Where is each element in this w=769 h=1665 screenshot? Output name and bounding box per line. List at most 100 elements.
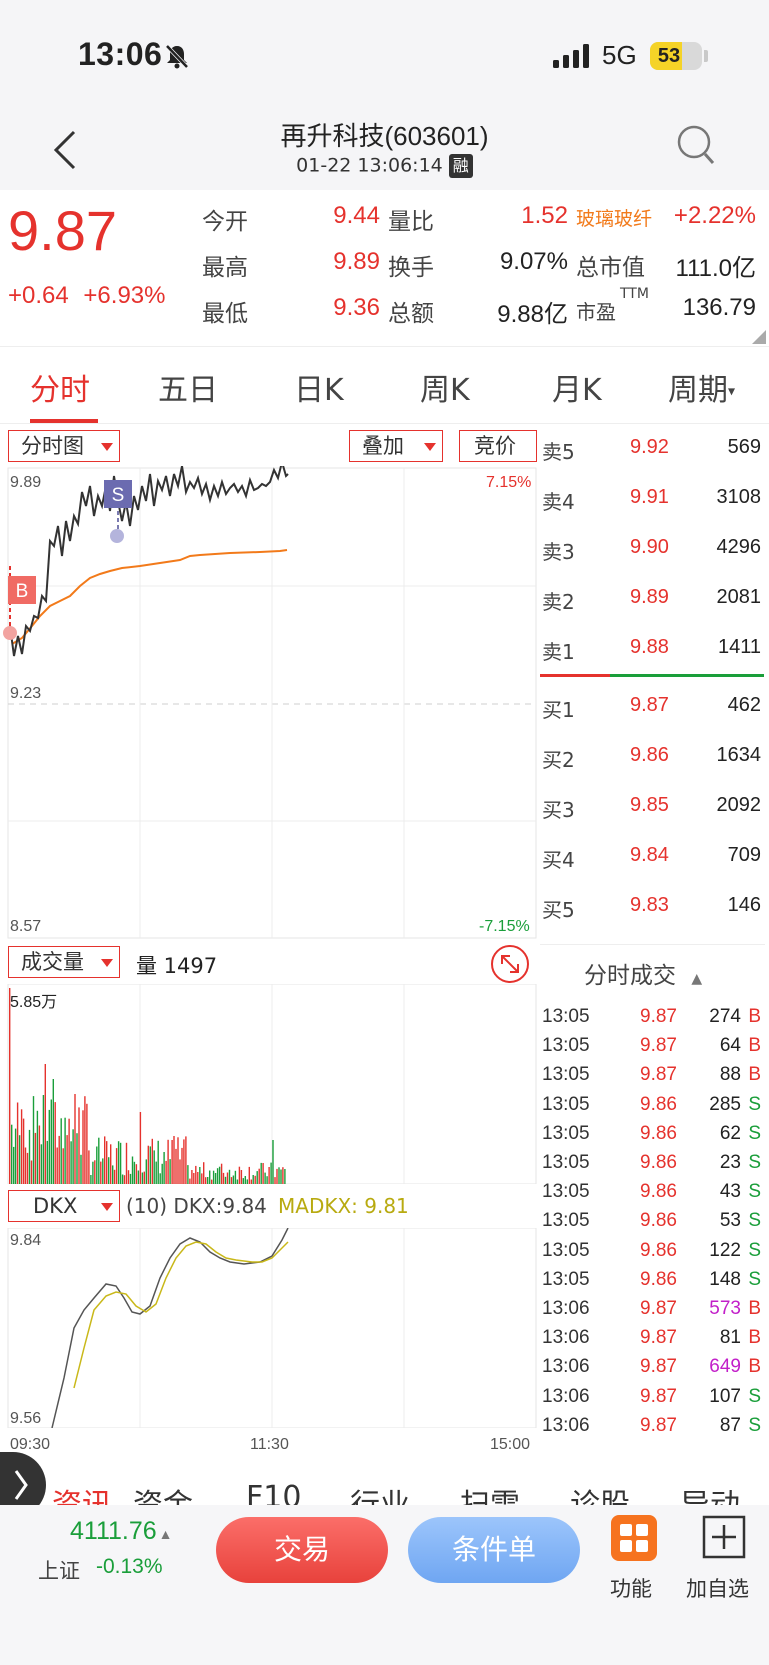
dkx-indicator-select[interactable]: DKX [8, 1190, 120, 1222]
tab-period[interactable]: 周期▾ [668, 365, 735, 409]
trade-time: 13:05 [542, 1064, 590, 1086]
divider [540, 944, 765, 945]
trade-row: 13:05 9.86 148 S [540, 1269, 765, 1295]
last-price: 9.87 [8, 199, 117, 262]
index-change: -0.13% [96, 1555, 163, 1578]
collapse-caret-icon: ▲ [691, 971, 703, 987]
price-high-pct: 7.15% [486, 474, 532, 491]
tab-monthly-k[interactable]: 月K [552, 373, 602, 408]
buy-marker[interactable] [8, 576, 36, 604]
trade-side: B [748, 1327, 761, 1349]
low-label: 最低 [202, 301, 248, 327]
trade-time: 13:06 [542, 1327, 590, 1349]
quote-panel: 9.87 +0.64 +6.93% 今开 9.44 量比 1.52 玻璃玻纤 +… [0, 190, 769, 345]
trade-side: B [748, 1006, 761, 1027]
auction-button[interactable]: 竞价 [459, 430, 537, 462]
chart-mode-select[interactable]: 分时图 [8, 430, 120, 462]
trades-header[interactable]: 分时成交 ▲ [584, 956, 702, 990]
chart-mode-label: 分时图 [21, 434, 84, 458]
ask-level-row[interactable]: 卖1 9.88 1411 [540, 636, 765, 666]
trade-volume: 88 [719, 1064, 741, 1086]
tab-funds[interactable]: 资金 [133, 1488, 193, 1510]
conditional-order-button[interactable]: 条件单 [408, 1517, 580, 1583]
intraday-price-chart[interactable]: B S [0, 466, 540, 940]
dkx-line [51, 1228, 289, 1428]
add-watchlist-button[interactable]: 加自选 [684, 1515, 764, 1601]
trade-side: S [748, 1210, 761, 1232]
ask-level-row[interactable]: 卖4 9.91 3108 [540, 486, 765, 516]
dropdown-caret-icon [101, 443, 113, 451]
level-price: 9.90 [630, 536, 669, 558]
trade-side: B [748, 1035, 761, 1057]
overlay-select[interactable]: 叠加 [349, 430, 443, 462]
bid-level-row[interactable]: 买3 9.85 2092 [540, 794, 765, 824]
trade-side: S [748, 1268, 761, 1290]
bid-level-row[interactable]: 买2 9.86 1634 [540, 744, 765, 774]
trade-volume: 285 [709, 1093, 741, 1115]
sector-label[interactable]: 玻璃玻纤 [576, 208, 653, 230]
trade-volume: 107 [709, 1385, 741, 1407]
sell-marker[interactable] [104, 480, 132, 508]
change-percent: +6.93% [83, 282, 166, 309]
quote-timestamp: 01-22 13:06:14 融 [0, 154, 769, 178]
index-value[interactable]: 4111.76 ▲ [70, 1517, 173, 1546]
index-value-text: 4111.76 [70, 1517, 157, 1545]
level-label: 买2 [542, 748, 575, 772]
back-arrow-icon[interactable] [50, 128, 80, 172]
tab-daily-k[interactable]: 日K [294, 373, 344, 408]
bid-level-row[interactable]: 买5 9.83 146 [540, 894, 765, 924]
trade-time: 13:06 [542, 1298, 590, 1319]
dropdown-caret-icon [101, 1203, 113, 1211]
trade-row: 13:05 9.86 62 S [540, 1123, 765, 1149]
bell-muted-icon [165, 44, 189, 69]
level-volume: 2081 [716, 586, 762, 608]
tab-movement[interactable]: 异动 [680, 1488, 740, 1510]
bid-level-row[interactable]: 买4 9.84 709 [540, 844, 765, 874]
turnover-value: 9.07% [499, 248, 568, 275]
trade-price: 9.86 [640, 1210, 677, 1232]
open-value: 9.44 [333, 202, 380, 229]
dkx-top-label: 9.84 [10, 1232, 42, 1249]
time-axis-midday: 11:30 [250, 1436, 289, 1453]
turnover-label: 换手 [388, 255, 434, 281]
tab-news[interactable]: 资讯 [52, 1488, 112, 1510]
time-axis-close: 15:00 [490, 1436, 531, 1453]
trade-button[interactable]: 交易 [216, 1517, 388, 1583]
add-box-icon [702, 1515, 746, 1559]
tab-weekly-k[interactable]: 周K [420, 373, 470, 408]
bid-level-row[interactable]: 买1 9.87 462 [540, 694, 765, 724]
ask-level-row[interactable]: 卖2 9.89 2081 [540, 586, 765, 616]
trade-price: 9.86 [640, 1268, 677, 1290]
ask-level-row[interactable]: 卖5 9.92 569 [540, 436, 765, 466]
level-label: 卖3 [542, 540, 575, 564]
volume-indicator-select[interactable]: 成交量 [8, 946, 120, 978]
trade-volume: 122 [709, 1239, 741, 1261]
trade-row: 13:05 9.86 43 S [540, 1181, 765, 1207]
trade-price: 9.87 [640, 1327, 677, 1349]
level-price: 9.86 [630, 744, 669, 766]
trade-row: 13:05 9.86 53 S [540, 1210, 765, 1236]
tab-diagnosis[interactable]: 诊股 [570, 1488, 630, 1510]
time-axis-open: 09:30 [10, 1436, 51, 1453]
ask-level-row[interactable]: 卖3 9.90 4296 [540, 536, 765, 566]
tab-risk-scan[interactable]: 扫雷 [460, 1488, 520, 1510]
trade-price: 9.87 [640, 1035, 677, 1057]
tab-five-day[interactable]: 五日 [158, 373, 218, 408]
dkx-chart[interactable] [0, 1228, 540, 1428]
tab-industry[interactable]: 行业 [350, 1488, 410, 1510]
trade-time: 13:05 [542, 1035, 590, 1057]
expand-corner-icon[interactable] [752, 330, 766, 344]
search-icon[interactable] [676, 124, 718, 168]
trade-volume: 43 [719, 1181, 741, 1203]
volume-chart[interactable] [0, 984, 540, 1184]
trade-row: 13:05 9.86 23 S [540, 1152, 765, 1178]
function-button[interactable]: 功能 [608, 1515, 660, 1601]
add-watchlist-label: 加自选 [686, 1577, 749, 1601]
trade-volume: 573 [709, 1298, 741, 1319]
fullscreen-toggle-icon[interactable] [490, 944, 530, 984]
trade-price: 9.87 [640, 1414, 677, 1436]
trade-side: S [748, 1414, 761, 1436]
trade-side: S [748, 1385, 761, 1407]
market-cap-label: 总市值 [576, 255, 645, 281]
tab-intraday[interactable]: 分时 [30, 373, 90, 408]
